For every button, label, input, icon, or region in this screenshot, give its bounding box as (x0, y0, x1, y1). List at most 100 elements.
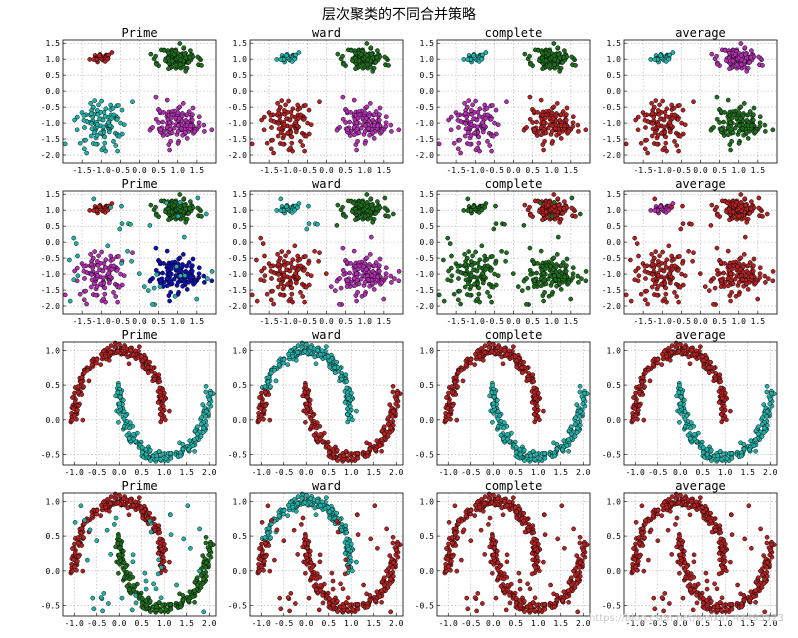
data-point (660, 282, 664, 286)
data-point (471, 205, 475, 209)
data-point (165, 249, 169, 253)
data-point (315, 426, 319, 430)
data-point (483, 344, 487, 348)
data-point (97, 54, 101, 58)
data-point (111, 257, 115, 261)
data-point (538, 201, 542, 205)
x-tick-label: -0.5 (672, 166, 691, 175)
data-point (351, 457, 355, 461)
data-point (720, 279, 724, 283)
data-point (739, 200, 743, 204)
data-point (484, 50, 488, 54)
data-point (477, 135, 481, 139)
data-point (127, 436, 131, 440)
data-point (374, 260, 378, 264)
data-point (201, 403, 205, 407)
data-point (676, 117, 680, 121)
data-point (663, 276, 667, 280)
data-point (524, 302, 528, 306)
data-point (677, 254, 681, 258)
data-point (335, 279, 339, 283)
data-point (758, 121, 762, 125)
data-point (485, 106, 489, 110)
data-point (201, 430, 205, 434)
data-point (456, 298, 460, 302)
data-point (115, 117, 119, 121)
data-point (257, 395, 261, 399)
data-point (183, 274, 187, 278)
x-tick-label: -1.5 (633, 166, 652, 175)
data-point (268, 418, 272, 422)
data-point (146, 289, 150, 293)
data-point (116, 149, 120, 153)
data-point (82, 147, 86, 151)
data-point (662, 269, 666, 273)
data-point (279, 208, 283, 212)
data-point (664, 265, 668, 269)
data-point (536, 110, 540, 114)
y-tick-label: 1.5 (420, 190, 435, 199)
y-tick-label: 0.0 (420, 238, 435, 247)
data-point (276, 134, 280, 138)
data-point (306, 261, 310, 265)
data-point (450, 404, 454, 408)
y-tick-label: -2.0 (415, 151, 434, 160)
data-point (301, 294, 305, 298)
y-tick-label: -1.5 (41, 286, 60, 295)
data-point (681, 222, 685, 226)
data-point (760, 63, 764, 67)
data-point (382, 297, 386, 301)
data-point (313, 249, 317, 253)
data-point (181, 101, 185, 105)
data-point (305, 395, 309, 399)
data-point (655, 293, 659, 297)
data-point (493, 204, 497, 208)
data-point (680, 261, 684, 265)
data-point (476, 297, 480, 301)
data-point (392, 277, 396, 281)
data-point (356, 267, 360, 271)
data-point (72, 236, 76, 240)
data-point (178, 200, 182, 204)
data-point (463, 134, 467, 138)
data-point (458, 289, 462, 293)
data-point (490, 420, 494, 424)
data-point (391, 384, 395, 388)
data-point (197, 121, 201, 125)
data-point (637, 274, 641, 278)
data-point (743, 203, 747, 207)
data-point (691, 100, 695, 104)
data-point (296, 205, 300, 209)
data-point (458, 138, 462, 142)
data-point (749, 207, 753, 211)
y-tick-label: -1.5 (602, 286, 621, 295)
data-point (533, 279, 537, 283)
data-point (749, 56, 753, 60)
data-point (259, 236, 263, 240)
data-point (365, 256, 369, 260)
y-tick-label: 1.5 (233, 190, 248, 199)
data-point (378, 257, 382, 261)
data-point (383, 196, 387, 200)
data-point (116, 300, 120, 304)
data-point (260, 413, 264, 417)
data-point (277, 272, 281, 276)
data-point (75, 254, 79, 258)
data-point (743, 46, 747, 50)
data-point (277, 121, 281, 125)
data-point (744, 274, 748, 278)
data-point (389, 274, 393, 278)
data-point (82, 276, 86, 280)
data-point (384, 266, 388, 270)
data-point (191, 257, 195, 261)
data-point (571, 121, 575, 125)
data-point (737, 111, 741, 115)
data-point (464, 278, 468, 282)
data-point (656, 108, 660, 112)
data-point (269, 371, 273, 375)
data-point (196, 55, 200, 59)
data-point (677, 149, 681, 153)
data-point (378, 106, 382, 110)
data-point (274, 379, 278, 383)
data-point (752, 106, 756, 110)
